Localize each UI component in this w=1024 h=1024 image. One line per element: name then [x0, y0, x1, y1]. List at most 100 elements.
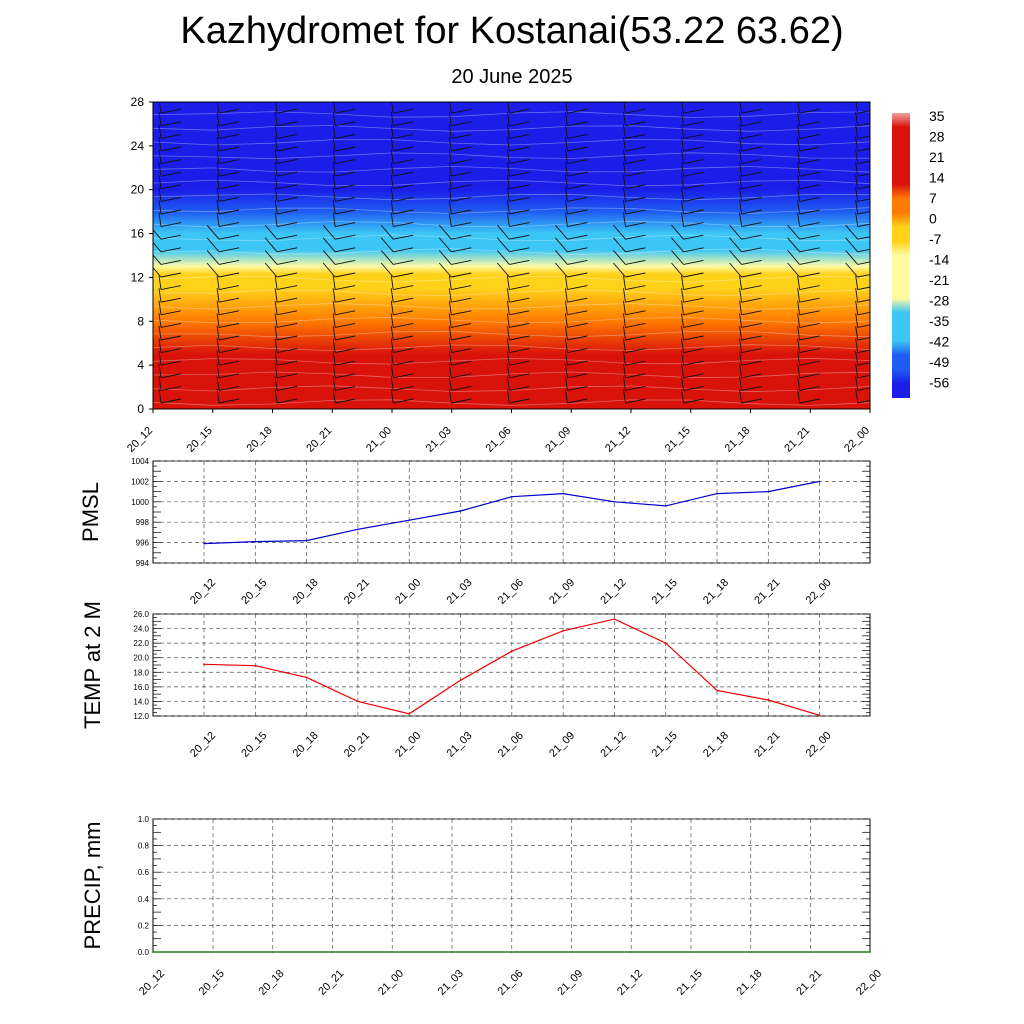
wind-barb-flag	[160, 348, 182, 354]
wind-barb-staff	[739, 351, 743, 366]
wind-barb-flag	[277, 272, 298, 278]
wind-barb-flag	[625, 247, 646, 253]
wind-barb-staff	[855, 187, 859, 202]
wind-barb-flag	[218, 146, 240, 152]
wind-barb-flag	[277, 297, 298, 303]
wind-barb-flag	[857, 274, 870, 278]
wind-barb-staff	[448, 288, 452, 303]
colorbar-label: -14	[929, 252, 949, 268]
wind-barb-staff	[739, 338, 743, 353]
wind-barb-flag	[741, 259, 762, 265]
wind-barb-staff	[739, 212, 743, 227]
wind-barb-flag	[277, 247, 298, 253]
wind-barb-staff	[855, 102, 859, 114]
heatmap-x-tick-label: 20_15	[185, 425, 215, 455]
wind-barb-staff	[739, 388, 743, 404]
data-point	[459, 679, 462, 682]
wind-barb-flag	[799, 348, 820, 354]
wind-barb-flag	[741, 196, 762, 202]
wind-barb-flag	[335, 247, 356, 253]
data-point	[570, 951, 573, 953]
wind-barb-flag	[160, 222, 182, 228]
wind-barb-staff	[681, 199, 684, 215]
wind-barb-staff	[322, 224, 336, 240]
wind-barb-flag	[451, 133, 472, 139]
wind-barb-staff	[158, 136, 162, 152]
panel-y-label: PMSL	[78, 482, 103, 542]
wind-barb-staff	[787, 262, 800, 278]
wind-barb-flag	[451, 222, 472, 228]
wind-barb-staff	[217, 102, 220, 114]
contour-line	[153, 303, 870, 310]
wind-barb-staff	[855, 338, 859, 353]
wind-barb-flag	[683, 159, 704, 165]
data-point	[357, 700, 359, 703]
wind-barb-flag	[160, 171, 182, 177]
wind-barb-flag	[857, 324, 870, 328]
wind-barb-staff	[681, 111, 684, 126]
wind-barb-staff	[216, 212, 220, 227]
wind-barb-flag	[857, 122, 870, 127]
y-tick-label: 18.0	[133, 668, 149, 677]
wind-barb-flag	[218, 310, 240, 316]
wind-barb-flag	[799, 322, 820, 328]
temperature-field	[153, 102, 870, 409]
wind-barb-staff	[274, 187, 278, 202]
wind-barb-flag	[509, 121, 530, 127]
wind-barb-staff	[390, 300, 394, 315]
x-tick-label: 21_15	[650, 730, 680, 760]
wind-barb-staff	[797, 363, 801, 378]
wind-barb-staff	[681, 338, 684, 353]
wind-barb-staff	[264, 250, 278, 265]
wind-barb-flag	[218, 373, 240, 379]
contour-line	[153, 152, 870, 160]
wind-barb-flag	[160, 259, 182, 265]
wind-barb-flag	[451, 184, 472, 190]
wind-barb-flag	[393, 196, 414, 202]
wind-barb-staff	[555, 237, 568, 253]
wind-barb-flag	[625, 196, 646, 202]
y-tick-label: 22.0	[133, 639, 149, 648]
data-point	[818, 714, 821, 717]
wind-barb-flag	[683, 222, 704, 228]
wind-barb-flag	[160, 159, 182, 165]
wind-barb-staff	[496, 224, 510, 240]
x-tick-label: 20_18	[291, 577, 321, 607]
wind-barb-staff	[797, 102, 801, 114]
wind-barb-flag	[799, 196, 820, 202]
wind-barb-staff	[623, 300, 626, 315]
wind-barb-staff	[681, 174, 684, 189]
contour-line	[153, 207, 870, 214]
data-point	[254, 540, 257, 543]
data-point	[664, 505, 667, 507]
wind-barb-flag	[741, 285, 762, 291]
wind-barb-staff	[216, 162, 220, 177]
wind-barb-staff	[506, 300, 510, 315]
wind-barb-staff	[274, 300, 278, 315]
wind-barb-flag	[567, 146, 588, 152]
y-tick-label: 20.0	[133, 654, 149, 663]
wind-barb-staff	[332, 325, 336, 341]
wind-barb-staff	[797, 149, 801, 164]
wind-barb-staff	[390, 136, 394, 152]
wind-barb-flag	[509, 348, 530, 354]
wind-barb-staff	[739, 300, 743, 315]
wind-barb-staff	[564, 325, 568, 341]
wind-barb-staff	[739, 313, 743, 328]
wind-barb-flag	[683, 108, 704, 114]
wind-barb-staff	[506, 388, 510, 404]
wind-barb-flag	[625, 297, 646, 303]
wind-barb-staff	[390, 338, 394, 353]
wind-barb-staff	[448, 199, 452, 215]
wind-barb-flag	[509, 310, 530, 316]
wind-barb-staff	[448, 338, 452, 353]
wind-barb-flag	[567, 171, 588, 177]
wind-barb-flag	[799, 310, 820, 316]
wind-barb-staff	[855, 363, 859, 378]
wind-barb-staff	[332, 351, 336, 366]
wind-barb-flag	[683, 133, 704, 139]
wind-barb-flag	[741, 310, 762, 316]
wind-barb-flag	[567, 209, 588, 215]
wind-barb-staff	[564, 300, 568, 315]
wind-barb-flag	[741, 348, 762, 354]
